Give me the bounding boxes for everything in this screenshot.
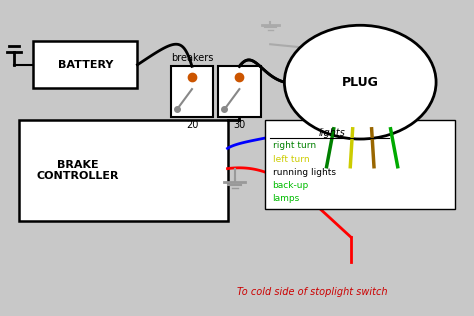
Text: 20: 20 (186, 120, 198, 130)
Text: lamps: lamps (273, 194, 300, 203)
FancyBboxPatch shape (33, 41, 137, 88)
Text: BRAKE
CONTROLLER: BRAKE CONTROLLER (36, 160, 118, 181)
Text: BATTERY: BATTERY (58, 60, 113, 70)
Text: 30: 30 (233, 120, 246, 130)
Ellipse shape (284, 25, 436, 139)
Text: left turn: left turn (273, 155, 309, 163)
Text: right turn: right turn (273, 141, 316, 150)
Text: PLUG: PLUG (342, 76, 379, 89)
Text: To cold side of stoplight switch: To cold side of stoplight switch (237, 287, 388, 297)
Text: running lights: running lights (273, 168, 336, 177)
FancyBboxPatch shape (19, 120, 228, 221)
Text: lights: lights (319, 128, 345, 138)
Text: breakers: breakers (171, 53, 213, 63)
Text: back-up: back-up (273, 181, 309, 190)
FancyBboxPatch shape (218, 66, 261, 117)
FancyBboxPatch shape (171, 66, 213, 117)
FancyBboxPatch shape (265, 120, 455, 209)
